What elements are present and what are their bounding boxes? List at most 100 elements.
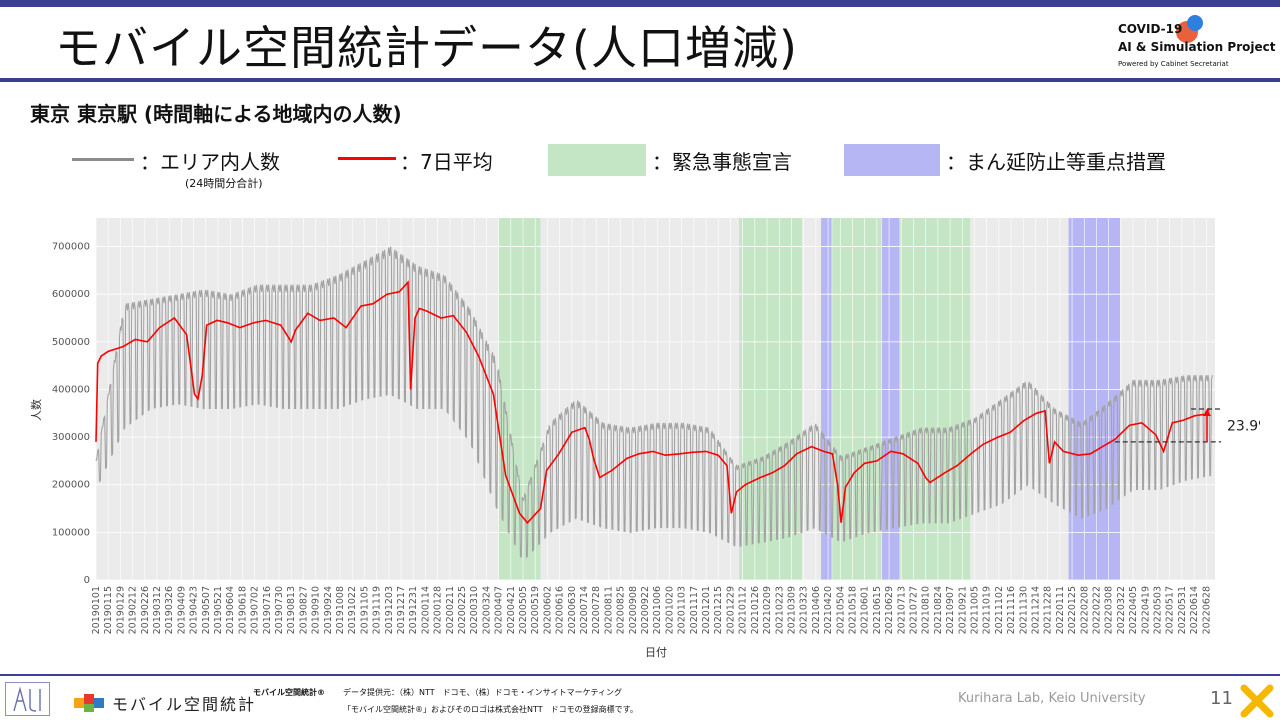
y-tick-label: 300000	[52, 432, 90, 443]
x-tick-label: 20220208	[1079, 586, 1090, 634]
logo-line3: Powered by Cabinet Secretariat	[1118, 60, 1229, 68]
x-tick-label: 20201020	[664, 586, 675, 634]
x-tick-label: 20200519	[530, 586, 541, 634]
x-tick-label: 20191231	[408, 586, 419, 634]
x-tick-label: 20210727	[908, 586, 919, 634]
x-tick-label: 20200908	[628, 586, 639, 634]
avg-series	[95, 280, 1210, 525]
x-tick-label: 20190827	[298, 586, 309, 634]
legend-avg-swatch	[338, 157, 396, 160]
x-tick-label: 20201117	[689, 586, 700, 634]
x-tick-label: 20200211	[445, 586, 456, 634]
y-tick-label: 700000	[52, 242, 90, 253]
kurihara-lab-logo	[5, 682, 50, 716]
change-annotation: 23.9%	[1114, 408, 1260, 443]
x-tick-label: 20190702	[250, 586, 261, 634]
y-tick-label: 0	[84, 575, 90, 586]
x-tick-label: 20200728	[591, 586, 602, 634]
x-tick-label: 20201201	[701, 586, 712, 634]
footer-source: データ提供元：（株）NTT ドコモ、（株）ドコモ・インサイトマーケティング	[343, 688, 622, 697]
lab-logo-icon	[13, 686, 41, 712]
page-title: モバイル空間統計データ(人口増減)	[55, 21, 798, 75]
covid-project-logo: COVID-19 AI & Simulation Project Powered…	[1118, 15, 1278, 72]
x-tick-label: 20201103	[677, 586, 688, 634]
y-axis: 0 100000 200000 300000 400000 500000 600000 700…	[52, 242, 90, 586]
raw-series	[95, 246, 1213, 559]
x-tick-label: 20220111	[1055, 586, 1066, 634]
footer-lab: Kurihara Lab, Keio University	[958, 691, 1146, 706]
footer-brand: モバイル空間統計	[112, 695, 257, 714]
logo-line1: COVID-19	[1118, 22, 1183, 36]
x-tick-label: 20190507	[201, 586, 212, 634]
x-tick-label: 20210323	[799, 586, 810, 634]
legend-emergency-swatch	[548, 144, 646, 176]
x-tick-label: 20220222	[1091, 586, 1102, 634]
x-tick-label: 20210223	[774, 586, 785, 634]
x-tick-label: 20210504	[835, 586, 846, 634]
raw-series-line	[95, 246, 1213, 559]
x-tick-label: 20200602	[542, 586, 553, 634]
x-tick-label: 20211116	[1006, 586, 1017, 634]
x-tick-label: 20200825	[616, 586, 627, 634]
x-tick-label: 20190813	[286, 586, 297, 634]
x-tick-label: 20210713	[896, 586, 907, 634]
x-tick-label: 20190910	[311, 586, 322, 634]
x-tick-label: 20190618	[237, 586, 248, 634]
x-tick-label: 20200310	[469, 586, 480, 634]
x-tick-label: 20190409	[176, 586, 187, 634]
x-tick-label: 20210810	[921, 586, 932, 634]
x-tick-label: 20220322	[1116, 586, 1127, 634]
x-tick-label: 20210209	[762, 586, 773, 634]
x-tick-label: 20190716	[262, 586, 273, 634]
x-axis-label: 日付	[645, 646, 667, 659]
footer-brand-small: モバイル空間統計®	[253, 688, 325, 697]
x-tick-label: 20190226	[140, 586, 151, 634]
x-tick-label: 20220308	[1104, 586, 1115, 634]
y-tick-label: 400000	[52, 384, 90, 395]
x-tick-label: 20201215	[713, 586, 724, 634]
x-tick-label: 20190604	[225, 586, 236, 634]
y-tick-label: 500000	[52, 337, 90, 348]
x-tick-label: 20210406	[811, 586, 822, 634]
logo-line2: AI & Simulation Project	[1118, 40, 1276, 54]
x-tick-label: 20201229	[725, 586, 736, 634]
y-axis-label: 人数	[30, 399, 43, 421]
mobile-spatial-logo-icon	[74, 694, 104, 712]
x-tick-label: 20200225	[457, 586, 468, 634]
x-tick-label: 20220517	[1165, 586, 1176, 634]
x-tick-label: 20200922	[640, 586, 651, 634]
x-tick-label: 20210615	[872, 586, 883, 634]
x-tick-label: 20190326	[164, 586, 175, 634]
x-tick-label: 20200616	[555, 586, 566, 634]
x-tick-label: 20210309	[786, 586, 797, 634]
x-tick-label: 20220125	[1067, 586, 1078, 634]
x-tick-label: 20191217	[396, 586, 407, 634]
top-accent-bar	[0, 0, 1280, 7]
x-tick-label: 20201006	[652, 586, 663, 634]
page-number: 11	[1210, 688, 1233, 709]
semi-band	[1068, 218, 1121, 580]
x-tick-label: 20200407	[494, 586, 505, 634]
legend-raw-swatch	[72, 158, 134, 161]
change-arrow-head	[1203, 409, 1211, 417]
x-tick-label: 20200128	[433, 586, 444, 634]
x-tick-label: 20200421	[506, 586, 517, 634]
chart-subtitle: 東京 東京駅 (時間軸による地域内の人数)	[30, 102, 402, 126]
change-percent-label: 23.9%	[1227, 418, 1260, 434]
x-tick-label: 20211102	[994, 586, 1005, 634]
y-tick-label: 100000	[52, 527, 90, 538]
x-tick-label: 20210518	[847, 586, 858, 634]
legend-semi-label: ：まん延防止等重点措置	[946, 150, 1166, 174]
avg-series-line	[95, 280, 1210, 525]
grid-lines	[95, 218, 1215, 581]
x-tick-label: 20200714	[579, 586, 590, 634]
x-tick-label: 20210601	[860, 586, 871, 634]
x-tick-label: 20210824	[933, 586, 944, 634]
x-tick-label: 20200505	[518, 586, 529, 634]
x-tick-label: 20191203	[384, 586, 395, 634]
semi-band	[821, 218, 832, 580]
semi-band	[882, 218, 900, 580]
x-tick-label: 20210126	[750, 586, 761, 634]
x-tick-label: 20210420	[823, 586, 834, 634]
x-tick-label: 20220531	[1177, 586, 1188, 634]
